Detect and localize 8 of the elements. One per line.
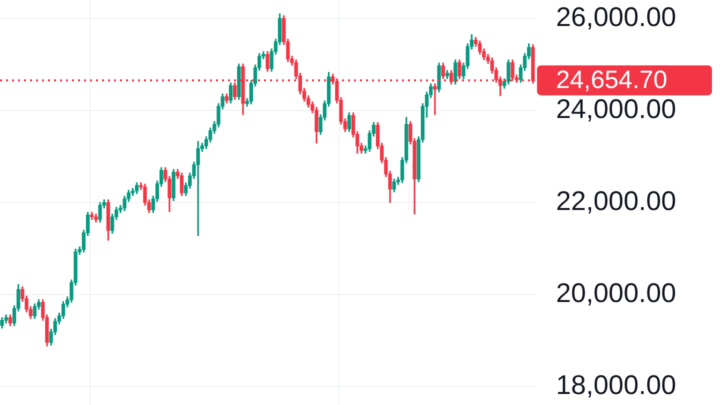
y-tick-label: 22,000.00 [556,186,676,216]
candlestick [433,83,437,115]
ref-line-label: 24,654.70 [556,66,668,94]
y-tick-label: 26,000.00 [556,2,676,32]
candlestick [196,140,200,236]
y-tick-label: 20,000.00 [556,278,676,308]
y-tick-label: 24,000.00 [556,94,676,124]
y-tick-label: 18,000.00 [556,370,676,400]
